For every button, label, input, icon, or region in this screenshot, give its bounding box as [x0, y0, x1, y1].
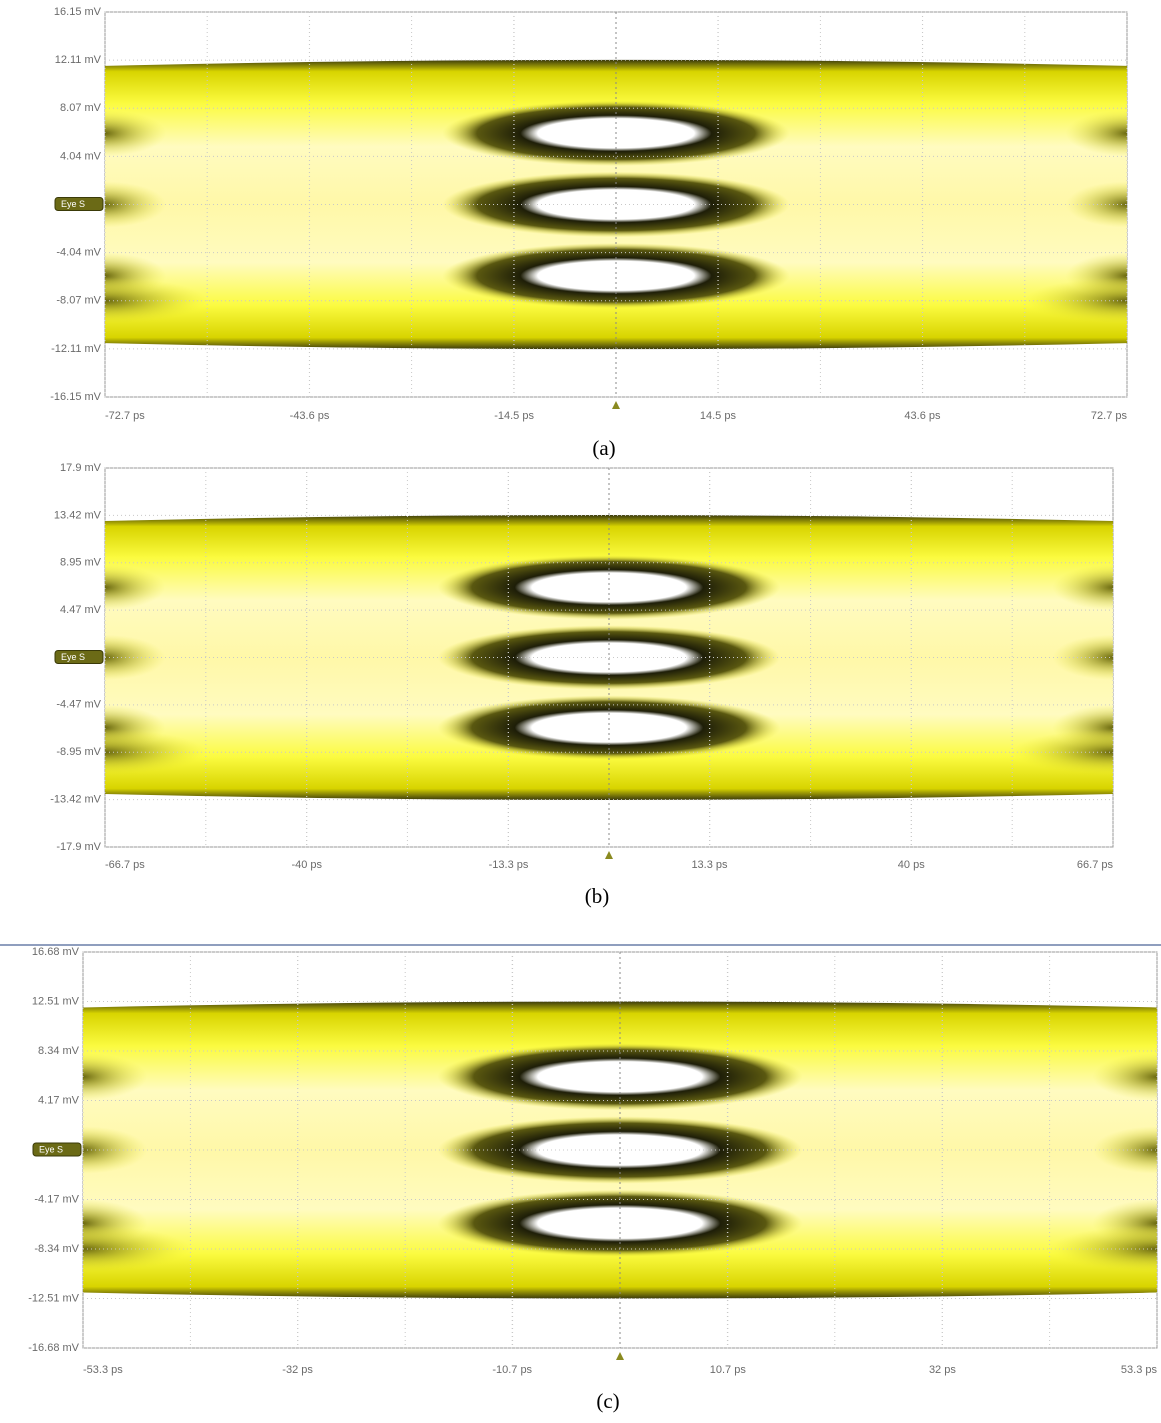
eye-edge [105, 181, 167, 228]
y-tick-label: -12.51 mV [28, 1292, 79, 1304]
eye-shadow [83, 1225, 191, 1273]
y-tick-label: 4.17 mV [38, 1094, 80, 1106]
y-tick-label: -16.15 mV [50, 391, 101, 403]
eye-shadow [1024, 277, 1127, 324]
x-tick-label: -10.7 ps [492, 1364, 532, 1376]
marker-label: Eye S [39, 1144, 63, 1154]
y-tick-label: 16.15 mV [54, 6, 102, 18]
eye-opening [442, 171, 790, 238]
x-tick-label: -43.6 ps [290, 410, 330, 422]
eye-opening [442, 243, 790, 309]
y-tick-label: 4.47 mV [60, 604, 102, 616]
eye-edge [105, 564, 166, 611]
eye-edge [1092, 1126, 1157, 1174]
marker-label: Eye S [61, 652, 85, 662]
marker-badge [54, 197, 104, 211]
eye-shadow [1012, 729, 1113, 775]
marker-label: Eye S [61, 199, 85, 209]
eye-opening [437, 695, 781, 760]
caption: (c) [596, 1389, 619, 1413]
x-tick-label: -32 ps [282, 1364, 313, 1376]
eye-edge [1092, 1052, 1157, 1101]
eye-shadow [105, 729, 206, 775]
x-tick-label: -53.3 ps [83, 1364, 123, 1376]
y-tick-label: -4.04 mV [56, 247, 101, 259]
eye-opening [437, 1043, 803, 1111]
caption: (b) [585, 884, 610, 908]
eye-edge [1052, 634, 1113, 681]
eye-edge [1052, 564, 1113, 611]
y-tick-label: 17.9 mV [60, 462, 102, 474]
x-tick-label: 32 ps [929, 1364, 956, 1376]
eye-edge [1065, 181, 1127, 228]
y-tick-label: -12.11 mV [51, 343, 102, 355]
y-tick-label: -17.9 mV [56, 841, 101, 853]
eye-edge [83, 1052, 148, 1101]
y-tick-label: -16.68 mV [28, 1342, 79, 1354]
trigger-marker [612, 401, 620, 409]
x-tick-label: 40 ps [898, 859, 925, 871]
y-tick-label: 4.04 mV [60, 150, 102, 162]
x-tick-label: 10.7 ps [710, 1364, 747, 1376]
y-tick-label: 8.95 mV [60, 557, 102, 569]
y-tick-label: -13.42 mV [50, 793, 101, 805]
x-tick-label: 13.3 ps [691, 859, 728, 871]
eye-pattern [105, 515, 1113, 800]
eye-edge [105, 634, 166, 681]
x-tick-label: -40 ps [291, 859, 322, 871]
trigger-marker [616, 1352, 624, 1360]
y-tick-label: -8.95 mV [56, 746, 101, 758]
eye-edge [105, 110, 167, 157]
marker-badge [32, 1142, 82, 1157]
x-tick-label: -14.5 ps [494, 410, 534, 422]
x-tick-label: 72.7 ps [1091, 410, 1128, 422]
marker-badge [54, 650, 104, 664]
y-tick-label: 8.34 mV [38, 1045, 80, 1057]
y-tick-label: 8.07 mV [60, 102, 102, 114]
eye-pattern [105, 59, 1127, 350]
eye-shadow [105, 277, 208, 324]
y-tick-label: 12.51 mV [32, 995, 80, 1007]
x-tick-label: -66.7 ps [105, 859, 145, 871]
y-tick-label: 13.42 mV [54, 509, 102, 521]
x-tick-label: 66.7 ps [1077, 859, 1114, 871]
y-tick-label: -4.47 mV [56, 699, 101, 711]
y-tick-label: 12.11 mV [55, 54, 102, 66]
y-tick-label: -8.34 mV [34, 1243, 79, 1255]
x-tick-label: 43.6 ps [904, 410, 941, 422]
caption: (a) [592, 436, 615, 460]
eye-edge [1065, 110, 1127, 157]
x-tick-label: 53.3 ps [1121, 1364, 1158, 1376]
y-tick-label: -4.17 mV [34, 1193, 79, 1205]
y-tick-label: 16.68 mV [32, 946, 80, 958]
trigger-marker [605, 851, 613, 859]
x-tick-label: -13.3 ps [489, 859, 529, 871]
eye-opening [437, 555, 781, 620]
eye-pattern [83, 1001, 1157, 1299]
x-tick-label: -72.7 ps [105, 410, 145, 422]
y-tick-label: -8.07 mV [56, 295, 101, 307]
x-tick-label: 14.5 ps [700, 410, 737, 422]
